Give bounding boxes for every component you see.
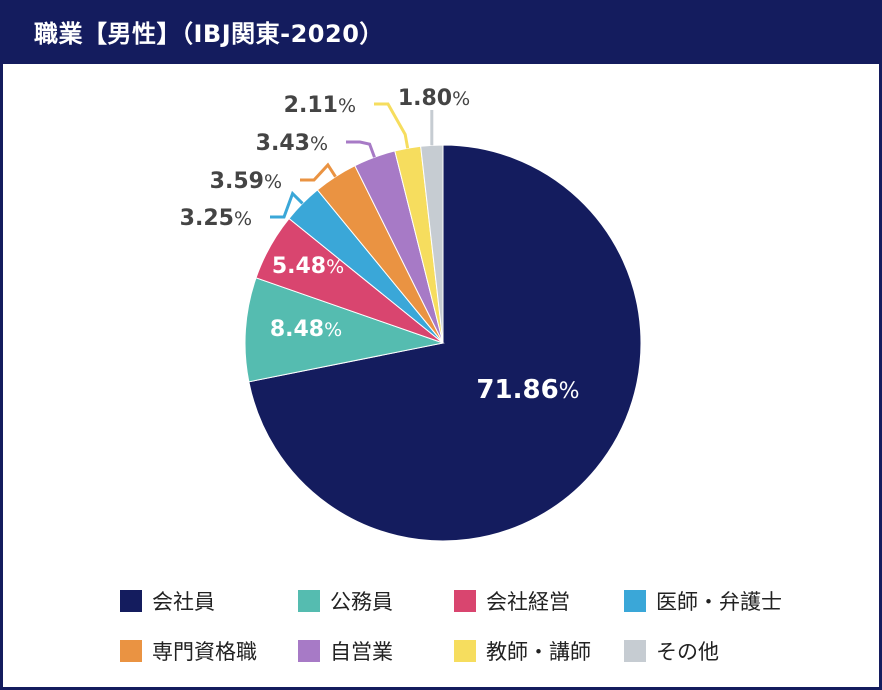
legend-swatch: [624, 640, 646, 662]
legend-swatch: [454, 590, 476, 612]
legend-swatch: [298, 640, 320, 662]
legend-label: 教師・講師: [486, 640, 591, 664]
data-label-slice-5: 3.59%: [210, 169, 282, 194]
leader-line-slice-7: [374, 102, 410, 149]
data-label-slice-4: 3.25%: [180, 206, 252, 231]
chart-title: 職業【男性】（IBJ関東-2020）: [34, 20, 384, 48]
legend-item-2: 公務員: [298, 586, 393, 616]
legend-item-1: 会社員: [120, 586, 215, 616]
legend-swatch: [120, 590, 142, 612]
leader-line-slice-5: [300, 162, 337, 182]
legend-item-7: 教師・講師: [454, 636, 591, 666]
leader-line-slice-4: [270, 190, 304, 219]
legend-item-4: 医師・弁護士: [624, 586, 782, 616]
data-label-slice-7: 2.11%: [284, 93, 356, 118]
legend-label: 専門資格職: [152, 640, 257, 664]
data-label-slice-6: 3.43%: [256, 131, 328, 156]
chart-header: 職業【男性】（IBJ関東-2020）: [0, 0, 882, 64]
legend-item-8: その他: [624, 636, 719, 666]
leader-line-slice-6: [346, 140, 376, 158]
legend-label: 自営業: [330, 640, 393, 664]
legend-label: その他: [656, 640, 719, 664]
data-label-slice-2: 8.48%: [270, 317, 342, 342]
pie-slice-2: [244, 277, 445, 383]
legend-label: 会社経営: [486, 590, 570, 614]
legend-swatch: [454, 640, 476, 662]
legend-label: 公務員: [330, 590, 393, 614]
legend-label: 会社員: [152, 590, 215, 614]
pie-slice-1: [248, 144, 642, 542]
legend-label: 医師・弁護士: [656, 590, 782, 614]
legend-swatch: [120, 640, 142, 662]
data-label-slice-3: 5.48%: [272, 254, 344, 279]
data-label-slice-1: 71.86%: [476, 375, 579, 405]
data-label-slice-8: 1.80%: [398, 86, 470, 111]
legend-item-6: 自営業: [298, 636, 393, 666]
legend-swatch: [298, 590, 320, 612]
legend-item-3: 会社経営: [454, 586, 570, 616]
legend-swatch: [624, 590, 646, 612]
legend-item-5: 専門資格職: [120, 636, 257, 666]
